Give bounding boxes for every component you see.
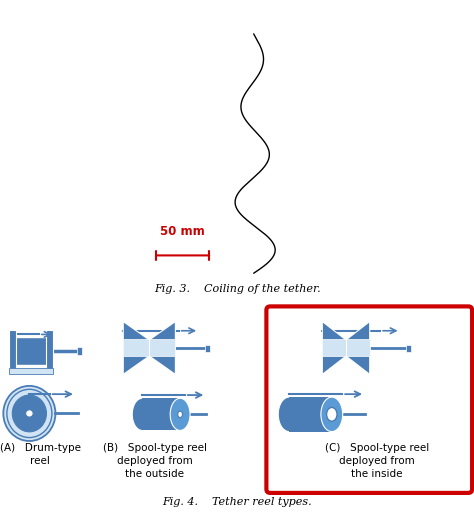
Ellipse shape (170, 398, 190, 430)
Text: (A)   Drum-type: (A) Drum-type (0, 443, 81, 453)
Text: Fig. 3.    Coiling of the tether.: Fig. 3. Coiling of the tether. (154, 284, 320, 295)
Bar (123, 340, 175, 356)
Ellipse shape (12, 395, 46, 432)
Bar (406, 344, 411, 352)
Text: 50 mm: 50 mm (160, 225, 205, 238)
Polygon shape (149, 321, 175, 374)
Text: deployed from: deployed from (117, 456, 193, 466)
Bar (289, 397, 332, 432)
Polygon shape (322, 321, 346, 374)
Text: reel: reel (30, 456, 50, 466)
Ellipse shape (327, 407, 337, 421)
Ellipse shape (3, 386, 55, 441)
Ellipse shape (132, 398, 152, 430)
Circle shape (26, 410, 33, 417)
Ellipse shape (321, 397, 343, 432)
Ellipse shape (7, 390, 52, 437)
Bar (322, 340, 370, 356)
Bar (77, 348, 82, 355)
Text: the inside: the inside (351, 469, 402, 479)
Bar (9, 330, 16, 372)
Text: (B)   Spool-type reel: (B) Spool-type reel (103, 443, 207, 453)
Text: (C)   Spool-type reel: (C) Spool-type reel (325, 443, 429, 453)
Polygon shape (123, 321, 149, 374)
Polygon shape (346, 321, 370, 374)
Bar (46, 330, 53, 372)
Ellipse shape (178, 411, 182, 417)
Bar (142, 398, 180, 430)
Bar (9, 369, 53, 374)
Bar (205, 344, 210, 352)
Text: Fig. 4.    Tether reel types.: Fig. 4. Tether reel types. (162, 497, 312, 507)
Ellipse shape (278, 397, 300, 432)
Text: the outside: the outside (126, 469, 184, 479)
Text: deployed from: deployed from (339, 456, 415, 466)
Bar (12, 337, 52, 365)
